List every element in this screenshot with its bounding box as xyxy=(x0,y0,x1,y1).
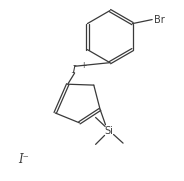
Text: I⁻: I⁻ xyxy=(18,153,29,166)
Text: Si: Si xyxy=(105,126,114,136)
Text: Br: Br xyxy=(154,14,165,25)
Text: +: + xyxy=(81,61,87,70)
Text: I: I xyxy=(71,65,76,75)
